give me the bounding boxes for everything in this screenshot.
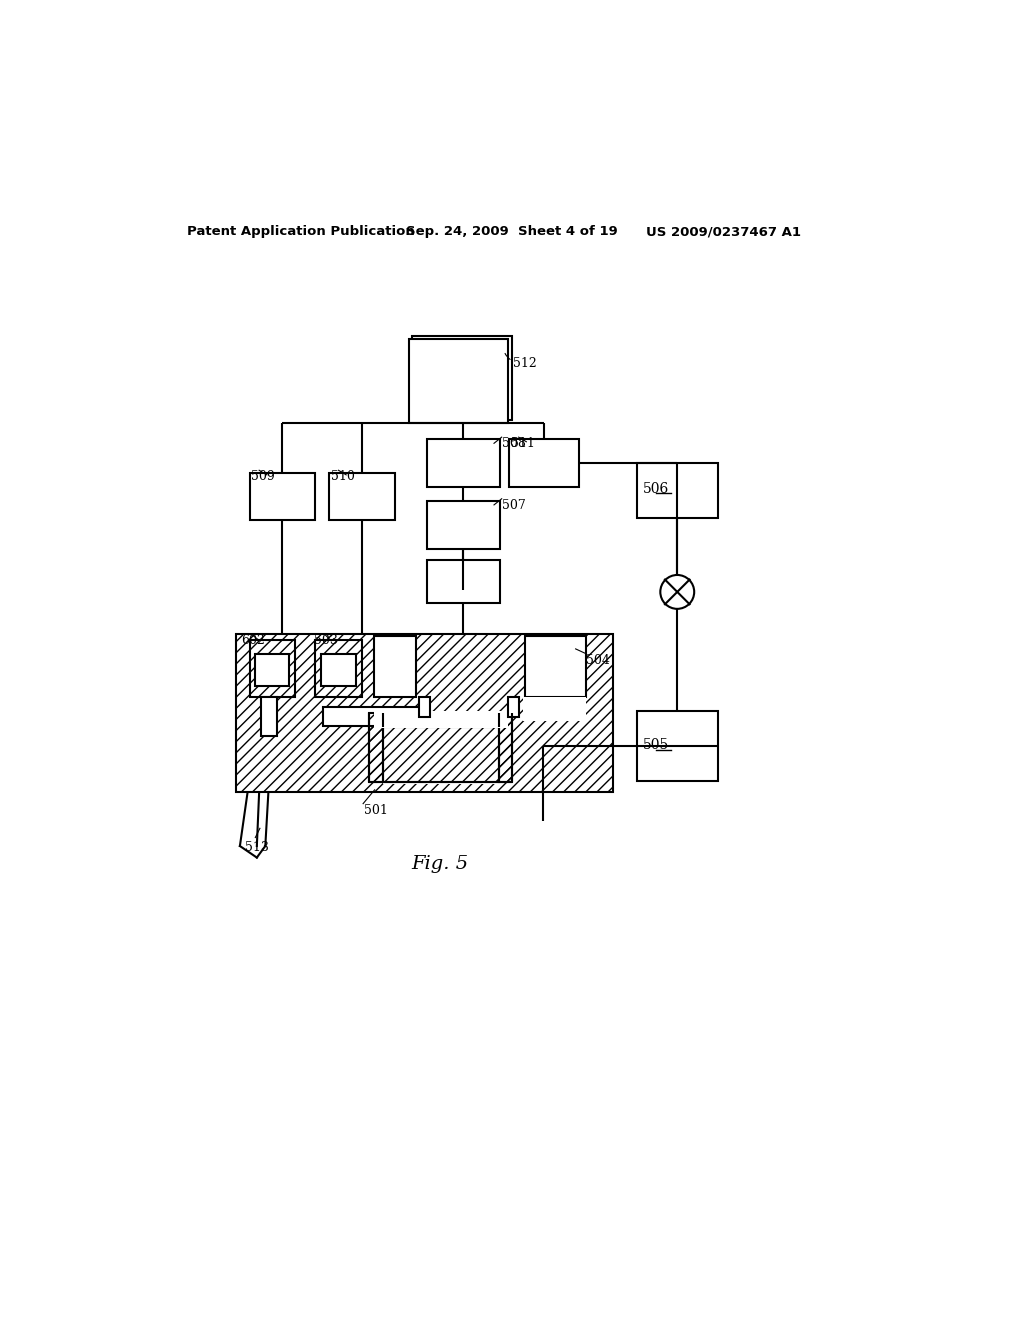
Bar [419, 697, 430, 718]
Bar [412, 335, 512, 420]
Bar [374, 711, 508, 729]
Bar [374, 636, 416, 697]
Bar [255, 653, 289, 686]
Bar [383, 726, 499, 784]
Text: Patent Application Publication: Patent Application Publication [186, 226, 415, 239]
Bar [637, 711, 718, 780]
Text: US 2009/0237467 A1: US 2009/0237467 A1 [646, 226, 802, 239]
Bar [321, 653, 356, 686]
Bar [250, 640, 295, 697]
Bar [315, 640, 361, 697]
Bar [261, 697, 276, 737]
Text: 504: 504 [587, 653, 610, 667]
Bar [637, 462, 718, 517]
Bar [323, 706, 423, 726]
Bar [250, 473, 315, 520]
Bar [427, 502, 500, 549]
Bar [427, 440, 500, 487]
Text: 512: 512 [513, 358, 537, 370]
Text: 602: 602 [241, 635, 264, 647]
Text: 506: 506 [643, 482, 670, 496]
Text: 508: 508 [503, 437, 526, 450]
Bar [237, 635, 613, 792]
Bar [383, 727, 499, 781]
Bar [330, 473, 394, 520]
Bar [410, 339, 508, 422]
Text: 507: 507 [503, 499, 526, 512]
Bar [427, 560, 500, 603]
Text: 505: 505 [643, 738, 670, 752]
Text: 511: 511 [511, 437, 535, 450]
Text: 503: 503 [313, 635, 338, 647]
Bar [524, 636, 587, 697]
Bar [508, 697, 518, 718]
Bar [509, 440, 579, 487]
Text: 509: 509 [252, 470, 275, 483]
Text: 501: 501 [364, 804, 388, 817]
Text: Sep. 24, 2009  Sheet 4 of 19: Sep. 24, 2009 Sheet 4 of 19 [407, 226, 617, 239]
Text: Fig. 5: Fig. 5 [412, 855, 469, 874]
Bar [499, 713, 512, 781]
Bar [370, 713, 383, 781]
Text: 510: 510 [331, 470, 354, 483]
Text: 513: 513 [245, 841, 268, 854]
Bar [523, 697, 587, 721]
